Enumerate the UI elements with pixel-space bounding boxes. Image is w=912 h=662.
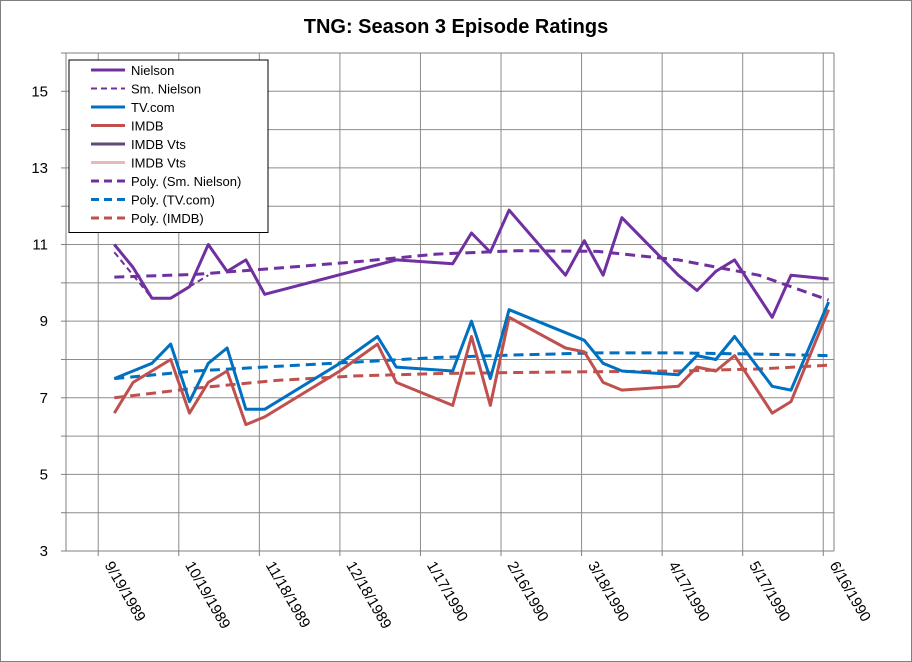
series-line-poly-sm-nielson xyxy=(114,249,830,302)
y-tick-label: 13 xyxy=(31,160,48,177)
legend: Nielson Sm. Nielson TV.com IMDB IMDB Vts IMDB… xyxy=(68,59,269,233)
x-tick-label: 6/16/1990 xyxy=(826,559,874,625)
series-line-imdb xyxy=(113,309,830,427)
y-tick-label: 7 xyxy=(40,390,48,407)
x-tick-label: 9/19/1989 xyxy=(101,559,149,625)
y-tick-label: 9 xyxy=(40,313,48,330)
legend-label: Poly. (Sm. Nielson) xyxy=(131,174,241,189)
x-tick-label: 4/17/1990 xyxy=(665,559,713,625)
x-tick-label: 12/18/1989 xyxy=(342,559,394,633)
legend-label: Poly. (TV.com) xyxy=(131,193,215,208)
chart-title: TNG: Season 3 Episode Ratings xyxy=(304,16,609,38)
x-tick-label: 1/17/1990 xyxy=(423,559,471,625)
series-line-poly-tv-com xyxy=(114,351,829,381)
series-line-poly-imdb xyxy=(114,363,829,400)
x-tick-label: 2/16/1990 xyxy=(504,559,552,625)
legend-label: IMDB Vts xyxy=(131,137,186,152)
legend-label: IMDB xyxy=(131,119,164,134)
series-line-nielson xyxy=(113,208,829,319)
legend-label: TV.com xyxy=(131,100,175,115)
y-tick-label: 11 xyxy=(32,237,48,254)
legend-label: Nielson xyxy=(131,63,174,78)
x-tick-label: 10/19/1989 xyxy=(181,559,233,633)
y-tick-label: 15 xyxy=(31,83,48,100)
y-tick-label: 3 xyxy=(40,543,48,560)
x-tick-label: 5/17/1990 xyxy=(745,559,793,625)
x-tick-label: 3/18/1990 xyxy=(584,559,632,625)
series-line-tv-com xyxy=(113,301,830,411)
legend-label: Poly. (IMDB) xyxy=(131,211,204,226)
legend-label: Sm. Nielson xyxy=(131,82,201,97)
legend-box xyxy=(68,59,269,233)
legend-label: IMDB Vts xyxy=(131,156,186,171)
x-tick-label: 11/18/1989 xyxy=(262,559,314,632)
y-tick-label: 5 xyxy=(40,466,48,483)
series-layer xyxy=(113,208,830,427)
